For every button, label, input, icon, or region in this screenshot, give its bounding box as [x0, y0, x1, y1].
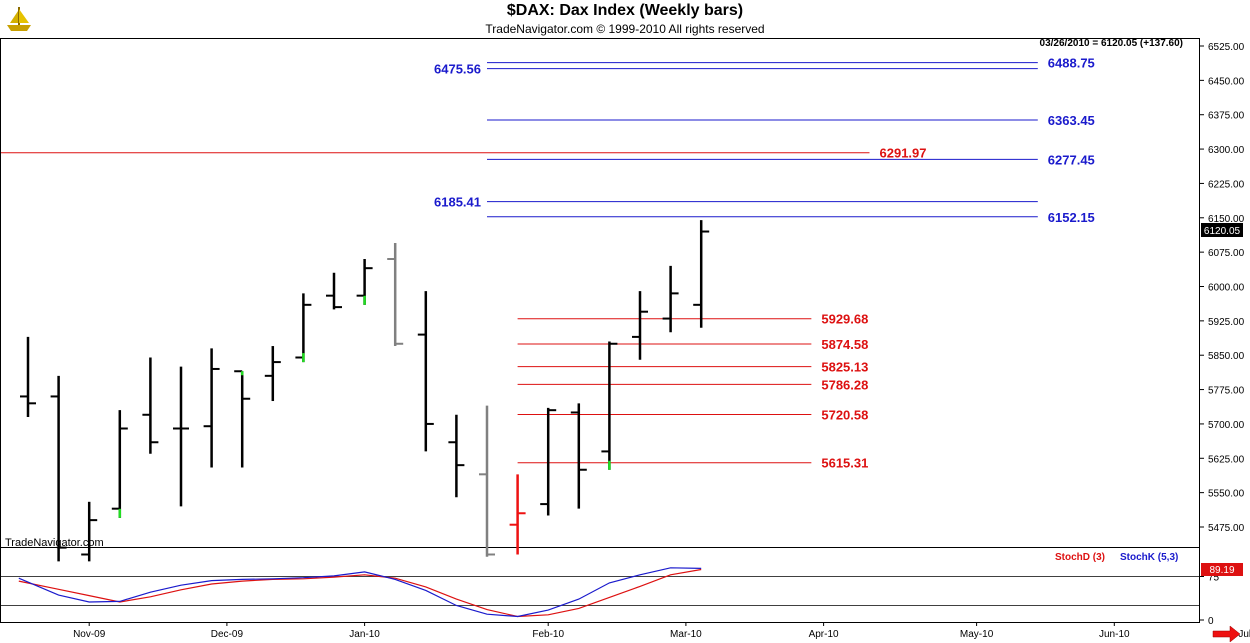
- time-axis: Nov-09 Dec-09 Jan-10 Feb-10 Mar-10 Apr-10 May-…: [73, 622, 1250, 640]
- price-tick-label: 5850.00: [1208, 351, 1245, 362]
- stoch-series-line: [18, 568, 702, 618]
- legend-stochd: StochD (3): [1055, 552, 1105, 563]
- level-label: 5720.58: [821, 408, 868, 423]
- level-label: 6291.97: [880, 146, 927, 161]
- ship-logo-icon: [7, 7, 31, 31]
- level-label: 6185.41: [434, 195, 481, 210]
- price-tick-label: 6000.00: [1208, 283, 1245, 294]
- stoch-series-line: [18, 567, 702, 618]
- month-label: Mar-10: [670, 629, 702, 640]
- stoch-tick-label: 75: [1208, 573, 1220, 584]
- ohlc-bars: [20, 220, 710, 562]
- price-tick-label: 6525.00: [1208, 42, 1245, 53]
- price-tick-label: 5925.00: [1208, 317, 1245, 328]
- price-tick-label: 6300.00: [1208, 145, 1245, 156]
- month-label: May-10: [960, 629, 994, 640]
- level-label: 5786.28: [821, 377, 868, 392]
- month-label: Feb-10: [532, 629, 564, 640]
- level-label: 6363.45: [1048, 113, 1095, 128]
- last-price-label: 6120.05: [1204, 226, 1241, 237]
- price-tick-label: 5550.00: [1208, 489, 1245, 500]
- last-bar-info: 03/26/2010 = 6120.05 (+137.60): [1040, 38, 1183, 49]
- level-label: 5874.58: [821, 337, 868, 352]
- month-label: Dec-09: [211, 629, 244, 640]
- stoch-tick-label: 0: [1208, 616, 1214, 627]
- level-label: 5825.13: [821, 360, 868, 375]
- month-label: Apr-10: [809, 629, 839, 640]
- legend-stochk: StochK (5,3): [1120, 552, 1178, 563]
- price-tick-label: 5625.00: [1208, 454, 1245, 465]
- level-label: 6277.45: [1048, 152, 1095, 167]
- stoch-last-value: 89.19: [1209, 565, 1234, 576]
- level-label: 5615.31: [821, 456, 868, 471]
- stoch-last-box: [1201, 563, 1243, 576]
- level-label: 6475.56: [434, 62, 481, 77]
- last-price-box: [1201, 223, 1243, 237]
- stochastic-panel: 0 75: [1, 567, 1220, 627]
- price-levels: 6488.75 6475.56 6363.45 6291.97 6277.45 6185.…: [1, 56, 1095, 471]
- watermark-text: TradeNavigator.com: [5, 537, 104, 549]
- price-tick-label: 6375.00: [1208, 111, 1245, 122]
- stoch-panel-frame: [0, 547, 1200, 623]
- price-tick-label: 5700.00: [1208, 420, 1245, 431]
- red-arrow-right-icon[interactable]: [1212, 625, 1241, 643]
- price-tick-label: 6075.00: [1208, 248, 1245, 259]
- level-label: 5929.68: [821, 312, 868, 327]
- price-tick-label: 5775.00: [1208, 386, 1245, 397]
- price-tick-label: 5475.00: [1208, 523, 1245, 534]
- price-tick-label: 6150.00: [1208, 214, 1245, 225]
- month-label: Jan-10: [349, 629, 380, 640]
- level-label: 6488.75: [1048, 56, 1095, 71]
- price-tick-label: 6450.00: [1208, 76, 1245, 87]
- level-label: 6152.15: [1048, 210, 1095, 225]
- month-label: Jul-10: [1238, 629, 1250, 640]
- month-label: Nov-09: [73, 629, 106, 640]
- price-tick-label: 6225.00: [1208, 179, 1245, 190]
- price-axis: 5475.00 5550.00 5625.00 5700.00 5775.00 5850.…: [1200, 42, 1245, 534]
- chart-title: $DAX: Dax Index (Weekly bars): [506, 2, 744, 19]
- month-label: Jun-10: [1099, 629, 1130, 640]
- chart-subtitle: TradeNavigator.com © 1999-2010 All right…: [485, 22, 765, 36]
